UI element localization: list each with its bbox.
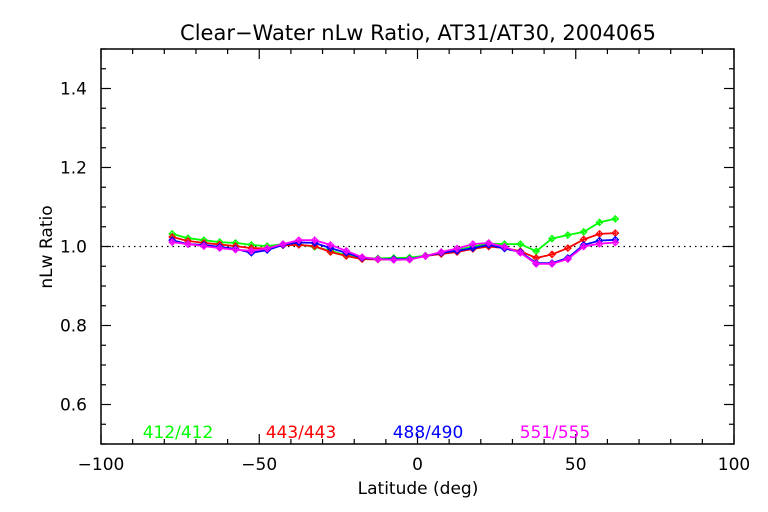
x-axis-label: Latitude (deg) [358,479,479,499]
data-point [595,239,604,248]
data-point [342,246,351,255]
data-point [310,236,319,245]
data-point [611,214,620,223]
y-tick-label: 1.2 [60,159,87,179]
x-tick-label: −100 [78,455,125,475]
data-point [263,244,272,253]
data-point [516,248,525,257]
data-point [579,227,588,236]
data-point [279,240,287,249]
data-point [199,242,208,251]
data-point [532,259,541,268]
data-point [184,240,193,249]
data-point [247,246,256,255]
data-point [484,238,493,247]
plot-area: −100 −50 0 50 100 0.6 0.8 1.0 1.2 1.4 412/412 443/4… [60,48,750,475]
y-tick-label: 1.4 [60,80,87,100]
data-point [516,240,525,249]
y-axis-label: nLw Ratio [37,205,57,288]
data-point [294,236,303,245]
x-tick-label: 0 [412,455,423,475]
data-point [595,218,604,227]
data-point [532,247,541,256]
legend-label: 443/443 [266,423,337,443]
data-point [215,244,224,253]
data-point [548,250,556,259]
data-point [500,242,509,251]
x-tick-label: 50 [565,455,587,475]
data-point [611,238,620,247]
x-tick-label: 100 [718,455,750,475]
data-point [563,231,572,240]
data-point [548,259,556,268]
data-point [389,255,398,264]
data-point [358,253,367,262]
data-point [611,229,620,238]
data-point [563,244,572,253]
data-point [595,229,604,238]
legend-label: 412/412 [143,423,214,443]
data-point [326,240,335,249]
y-tick-label: 1.0 [60,238,87,258]
data-point [437,248,446,257]
y-tick-label: 0.6 [60,396,87,416]
data-point [579,242,588,251]
data-point [468,240,477,249]
y-tick-label: 0.8 [60,317,87,337]
data-point [405,255,414,264]
legend-label: 551/555 [520,423,591,443]
data-point [168,238,177,247]
data-point [548,234,556,243]
data-point [453,244,462,253]
chart-title: Clear−Water nLw Ratio, AT31/AT30, 200406… [180,21,656,45]
x-tick-label: −50 [241,455,277,475]
data-point [421,252,430,260]
data-point [231,245,240,254]
data-point [373,255,382,264]
data-point [563,255,572,264]
legend-label: 488/490 [393,423,464,443]
